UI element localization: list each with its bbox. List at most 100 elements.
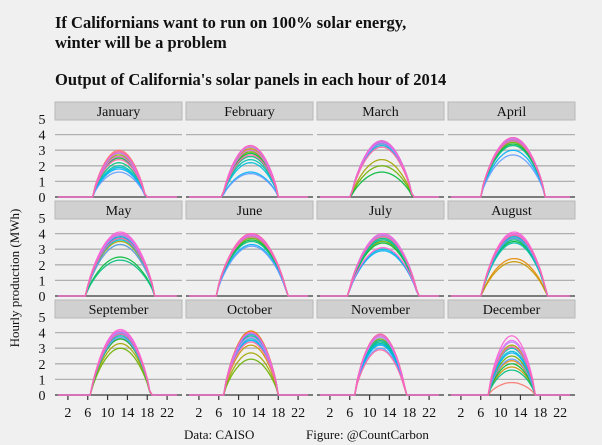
panel-june: June <box>185 200 314 297</box>
facet-strip-label: July <box>369 204 392 219</box>
series-line <box>320 171 439 198</box>
caption-data-source: Data: CAISO <box>184 427 255 442</box>
series-line <box>451 154 570 198</box>
series-line <box>451 346 570 396</box>
series-line <box>451 237 570 297</box>
series-line <box>320 146 439 198</box>
x-tick-label: 14 <box>251 406 265 421</box>
series-line <box>189 236 308 297</box>
series-line <box>320 236 439 297</box>
series-line <box>320 250 439 297</box>
facet-strip <box>54 101 183 121</box>
series-line <box>58 149 177 198</box>
x-tick-label: 22 <box>160 406 174 421</box>
x-tick-label: 6 <box>215 406 222 421</box>
series-line <box>451 234 570 297</box>
series-line <box>451 137 570 198</box>
series-line <box>320 140 439 198</box>
panel-december: December 2 6 10 14 18 22 <box>447 299 576 421</box>
series-line <box>320 349 439 396</box>
series-line <box>189 338 308 396</box>
series-line <box>58 333 177 396</box>
facet-strip-label: October <box>227 303 272 318</box>
x-tick-label: 14 <box>120 406 134 421</box>
facet-strip <box>185 200 314 220</box>
x-tick-label: 2 <box>64 406 71 421</box>
x-tick-label: 2 <box>195 406 202 421</box>
series-line <box>451 137 570 198</box>
facet-strip <box>185 299 314 319</box>
panel-april: April <box>447 101 576 198</box>
series-line <box>189 172 308 198</box>
series-line <box>320 248 439 297</box>
series-line <box>58 236 177 297</box>
y-tick-label: 5 <box>39 311 46 326</box>
x-tick-label: 14 <box>382 406 396 421</box>
y-tick-label: 2 <box>39 358 46 373</box>
series-line <box>58 336 177 396</box>
x-tick-label: 22 <box>553 406 567 421</box>
y-tick-label: 0 <box>39 290 46 305</box>
series-line <box>58 157 177 198</box>
y-tick-label: 5 <box>39 113 46 128</box>
series-line <box>320 143 439 198</box>
series-line <box>320 342 439 396</box>
caption-figure-credit: Figure: @CountCarbon <box>306 427 429 442</box>
series-line <box>58 239 177 297</box>
series-line <box>189 245 308 297</box>
series-line <box>58 333 177 396</box>
y-tick-label: 4 <box>39 228 46 243</box>
series-line <box>451 234 570 297</box>
series-line <box>189 239 308 297</box>
series-line <box>451 144 570 198</box>
facet-strip-label: August <box>491 204 532 219</box>
series-line <box>320 140 439 198</box>
series-line <box>451 242 570 297</box>
x-tick-label: 10 <box>232 406 246 421</box>
series-line <box>451 261 570 297</box>
series-line <box>451 236 570 297</box>
series-line <box>451 358 570 396</box>
chart-subtitle: Output of California's solar panels in e… <box>55 70 447 89</box>
facet-strip <box>316 299 445 319</box>
y-tick-label: 0 <box>39 191 46 206</box>
series-line <box>320 144 439 198</box>
facet-strip-label: September <box>89 303 149 318</box>
facet-strip <box>447 299 576 319</box>
y-tick-label: 2 <box>39 259 46 274</box>
y-tick-label: 5 <box>39 212 46 227</box>
series-line <box>58 333 177 396</box>
series-line <box>451 341 570 396</box>
series-line <box>189 358 308 396</box>
x-tick-label: 18 <box>140 406 154 421</box>
y-tick-label: 4 <box>39 327 46 342</box>
series-line <box>58 259 177 297</box>
series-line <box>451 137 570 198</box>
x-tick-label: 18 <box>533 406 547 421</box>
x-tick-label: 18 <box>402 406 416 421</box>
series-line <box>58 338 177 396</box>
facet-strip <box>316 200 445 220</box>
series-line <box>451 140 570 198</box>
series-line <box>320 143 439 198</box>
series-line <box>189 151 308 198</box>
facet-strip-label: December <box>483 303 541 318</box>
x-tick-label: 22 <box>291 406 305 421</box>
y-tick-label: 3 <box>39 144 46 159</box>
facet-strip <box>447 200 576 220</box>
facet-strip-label: November <box>351 303 410 318</box>
panel-november: November 2 6 10 14 18 22 <box>316 299 445 421</box>
series-line <box>58 330 177 396</box>
series-line <box>451 366 570 396</box>
series-line <box>451 140 570 198</box>
y-tick-label: 1 <box>39 274 46 289</box>
series-line <box>320 336 439 396</box>
series-line <box>451 236 570 297</box>
series-line <box>320 344 439 396</box>
series-line <box>58 154 177 198</box>
facet-strip <box>316 101 445 121</box>
